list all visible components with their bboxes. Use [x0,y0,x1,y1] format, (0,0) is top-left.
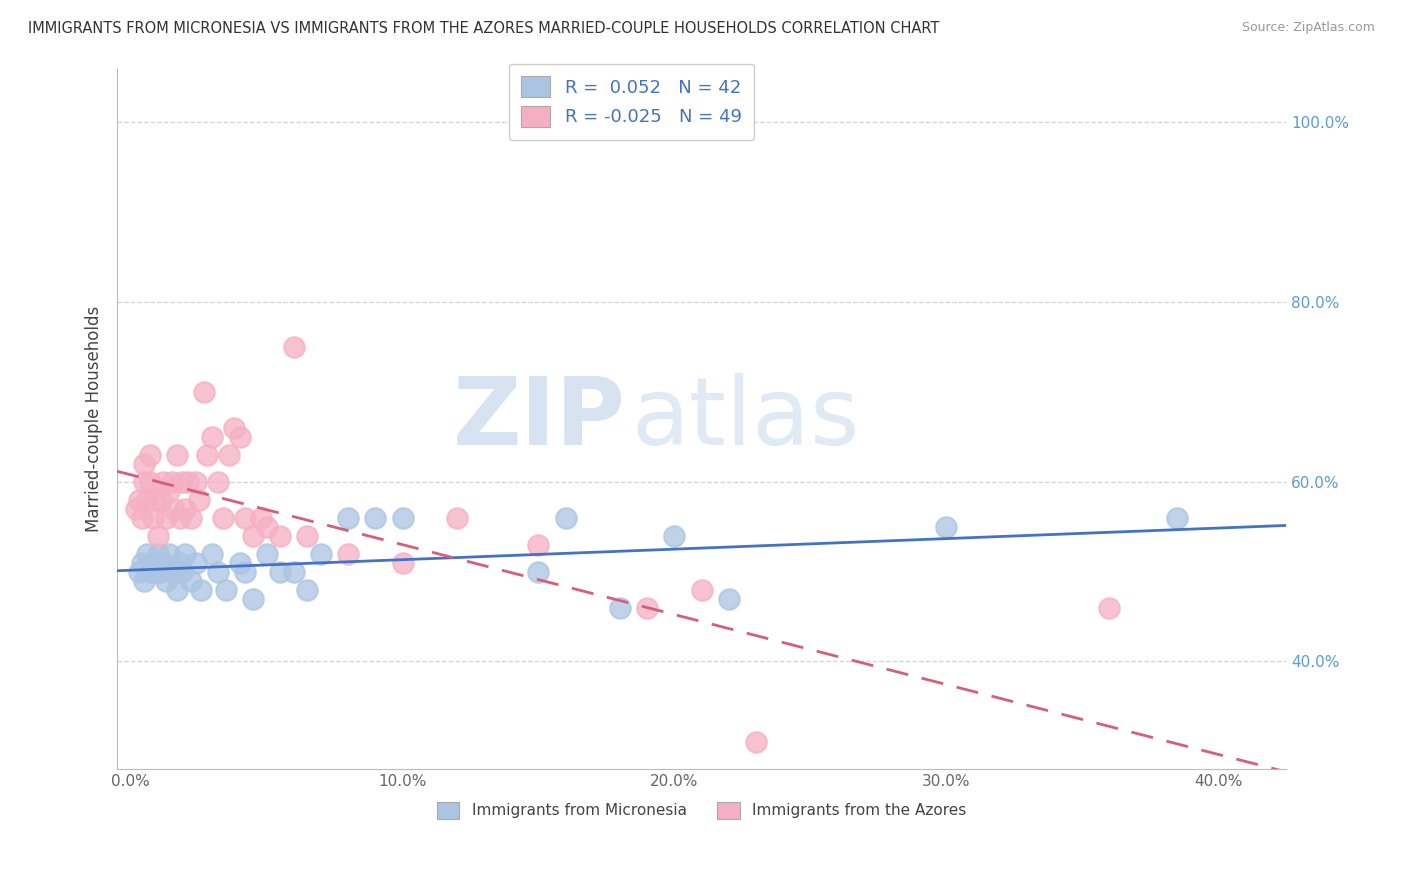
Point [166,448,188,462]
Point [193,384,215,399]
Point [155,574,177,588]
Point [139,475,162,489]
Point [139,448,162,462]
Point [309,547,332,561]
Point [141,556,163,570]
Point [256,519,278,533]
Point [187,492,209,507]
Point [131,556,153,570]
Point [242,529,264,543]
Text: atlas: atlas [631,373,859,465]
Point [391,510,413,524]
Point [609,600,631,615]
Point [136,547,159,561]
Point [250,510,273,524]
Point [228,430,250,444]
Point [146,547,169,561]
Point [146,529,169,543]
Point [184,475,207,489]
Point [157,547,180,561]
Point [169,510,191,524]
Point [233,565,256,579]
Point [169,556,191,570]
Text: IMMIGRANTS FROM MICRONESIA VS IMMIGRANTS FROM THE AZORES MARRIED-COUPLE HOUSEHOL: IMMIGRANTS FROM MICRONESIA VS IMMIGRANTS… [28,21,939,36]
Point [160,475,183,489]
Point [207,565,229,579]
Point [242,591,264,606]
Point [172,475,194,489]
Point [143,492,166,507]
Point [134,475,156,489]
Point [139,565,162,579]
Point [228,556,250,570]
Point [745,735,768,749]
Point [149,492,172,507]
Point [131,510,153,524]
Text: Source: ZipAtlas.com: Source: ZipAtlas.com [1241,21,1375,34]
Point [128,492,150,507]
Legend: Immigrants from Micronesia, Immigrants from the Azores: Immigrants from Micronesia, Immigrants f… [430,796,973,825]
Point [218,448,240,462]
Point [157,483,180,498]
Point [207,475,229,489]
Point [690,582,713,597]
Point [233,510,256,524]
Point [166,582,188,597]
Point [935,519,957,533]
Point [136,492,159,507]
Point [664,529,686,543]
Point [201,547,224,561]
Text: ZIP: ZIP [453,373,626,465]
Point [149,565,172,579]
Point [180,574,202,588]
Point [177,475,200,489]
Point [143,565,166,579]
Point [134,574,156,588]
Point [160,565,183,579]
Point [337,547,360,561]
Point [256,547,278,561]
Point [180,510,202,524]
Point [190,582,212,597]
Point [269,529,291,543]
Point [128,565,150,579]
Point [125,501,148,516]
Point [297,529,319,543]
Point [636,600,658,615]
Point [155,510,177,524]
Point [269,565,291,579]
Point [297,582,319,597]
Point [391,556,413,570]
Point [134,457,156,471]
Point [174,547,197,561]
Point [222,421,245,435]
Point [676,834,699,848]
Point [195,448,218,462]
Point [152,475,174,489]
Point [172,565,194,579]
Point [364,510,387,524]
Point [212,510,235,524]
Point [283,565,305,579]
Point [1098,600,1121,615]
Point [174,501,197,516]
Point [152,556,174,570]
Point [1166,510,1188,524]
Point [717,591,740,606]
Point [201,430,224,444]
Point [337,510,360,524]
Point [446,510,468,524]
Point [527,565,550,579]
Point [215,582,238,597]
Point [163,565,186,579]
Point [283,340,305,354]
Point [527,538,550,552]
Point [184,556,207,570]
Point [163,501,186,516]
Point [554,510,576,524]
Point [141,510,163,524]
Y-axis label: Married-couple Households: Married-couple Households [86,306,103,532]
